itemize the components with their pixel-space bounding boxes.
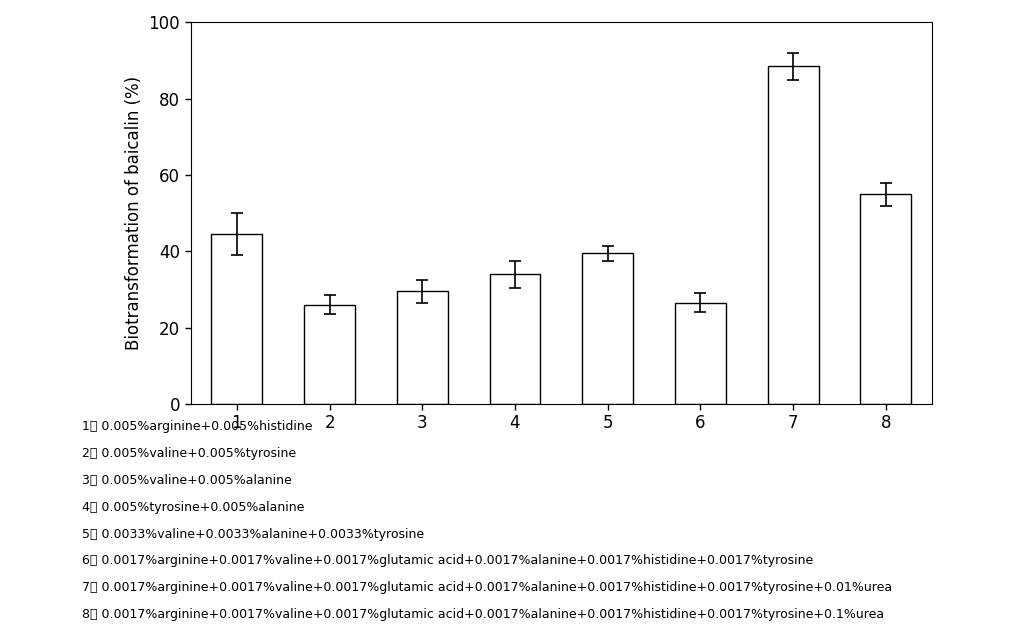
Bar: [582, 253, 633, 404]
Bar: [211, 234, 263, 404]
Text: 7、 0.0017%arginine+0.0017%valine+0.0017%glutamic acid+0.0017%alanine+0.0017%hist: 7、 0.0017%arginine+0.0017%valine+0.0017%…: [82, 581, 893, 594]
Text: 1、 0.005%arginine+0.005%histidine: 1、 0.005%arginine+0.005%histidine: [82, 420, 313, 433]
Text: 8、 0.0017%arginine+0.0017%valine+0.0017%glutamic acid+0.0017%alanine+0.0017%hist: 8、 0.0017%arginine+0.0017%valine+0.0017%…: [82, 608, 885, 621]
Bar: [304, 304, 355, 404]
Text: 5、 0.0033%valine+0.0033%alanine+0.0033%tyrosine: 5、 0.0033%valine+0.0033%alanine+0.0033%t…: [82, 528, 424, 540]
Text: 6、 0.0017%arginine+0.0017%valine+0.0017%glutamic acid+0.0017%alanine+0.0017%hist: 6、 0.0017%arginine+0.0017%valine+0.0017%…: [82, 554, 814, 567]
Y-axis label: Biotransformation of baicalin (%): Biotransformation of baicalin (%): [125, 76, 143, 350]
Text: 4、 0.005%tyrosine+0.005%alanine: 4、 0.005%tyrosine+0.005%alanine: [82, 501, 305, 513]
Bar: [397, 291, 448, 404]
Text: 3、 0.005%valine+0.005%alanine: 3、 0.005%valine+0.005%alanine: [82, 474, 293, 487]
Bar: [675, 303, 726, 404]
Bar: [489, 274, 541, 404]
Bar: [860, 194, 912, 404]
Bar: [767, 66, 819, 404]
Text: 2、 0.005%valine+0.005%tyrosine: 2、 0.005%valine+0.005%tyrosine: [82, 447, 297, 460]
